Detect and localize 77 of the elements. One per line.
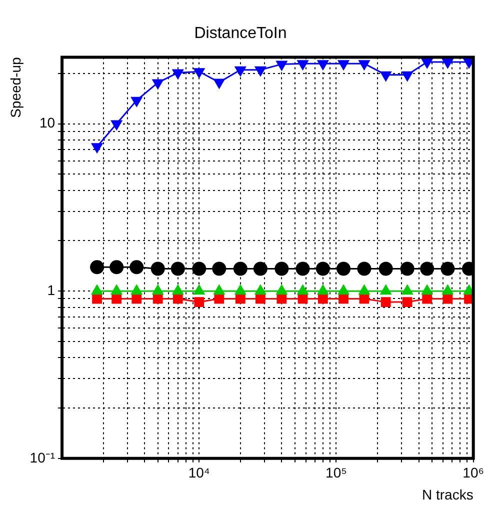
- point: [318, 294, 328, 304]
- point: [253, 262, 268, 276]
- point: [316, 284, 330, 295]
- point: [337, 284, 350, 295]
- point: [338, 294, 348, 304]
- point: [110, 284, 123, 295]
- point: [358, 284, 370, 295]
- point: [152, 294, 163, 304]
- x-tick-label: 10⁶: [462, 464, 484, 481]
- point: [193, 284, 206, 295]
- point: [172, 69, 184, 80]
- point: [235, 294, 246, 304]
- point: [152, 284, 164, 295]
- point: [380, 284, 392, 295]
- point: [112, 294, 122, 304]
- point: [194, 297, 204, 307]
- y-tick-label: 10: [39, 114, 56, 131]
- point: [254, 284, 266, 295]
- point: [462, 58, 474, 70]
- point: [358, 60, 370, 71]
- point: [337, 60, 350, 71]
- point: [172, 284, 184, 295]
- point: [316, 262, 330, 276]
- x-axis-title: N tracks: [422, 486, 474, 502]
- point: [193, 68, 206, 79]
- point: [172, 294, 183, 304]
- x-tick-label: 10⁵: [326, 464, 347, 481]
- point: [296, 284, 309, 295]
- point: [170, 262, 185, 276]
- x-tick-label: 10⁴: [188, 464, 210, 481]
- chart-title: DistanceToIn: [194, 25, 287, 42]
- point: [296, 262, 310, 276]
- point: [420, 262, 434, 276]
- point: [274, 262, 289, 276]
- point: [234, 66, 246, 77]
- point: [213, 284, 226, 295]
- point: [421, 284, 434, 295]
- point: [400, 262, 414, 276]
- y-tick-label: 1: [47, 282, 56, 298]
- point: [401, 284, 414, 295]
- point: [214, 294, 224, 304]
- point: [422, 294, 432, 304]
- point: [110, 260, 124, 274]
- point: [357, 262, 372, 276]
- point: [378, 262, 393, 276]
- point: [255, 294, 266, 304]
- point: [276, 294, 287, 304]
- point: [234, 284, 246, 295]
- point: [380, 297, 391, 307]
- point: [442, 58, 454, 70]
- point: [401, 71, 414, 82]
- point: [254, 66, 266, 77]
- point: [402, 297, 412, 307]
- point: [380, 71, 392, 82]
- point: [130, 284, 143, 295]
- point: [440, 262, 455, 276]
- point: [132, 294, 142, 304]
- point: [110, 120, 123, 131]
- point: [130, 96, 143, 108]
- point: [442, 284, 454, 295]
- point: [213, 78, 226, 90]
- point: [276, 284, 288, 295]
- point: [296, 60, 309, 71]
- point: [462, 284, 474, 295]
- point: [192, 262, 206, 276]
- point: [442, 294, 453, 304]
- point: [316, 60, 330, 71]
- point: [152, 79, 164, 90]
- point: [212, 262, 226, 276]
- point: [421, 58, 434, 70]
- y-axis-title: Speed-up: [7, 56, 24, 118]
- point: [150, 262, 165, 276]
- point: [276, 60, 288, 72]
- point: [130, 260, 144, 274]
- point: [233, 262, 248, 276]
- y-tick-label: 10⁻¹: [30, 449, 56, 466]
- point: [336, 262, 351, 276]
